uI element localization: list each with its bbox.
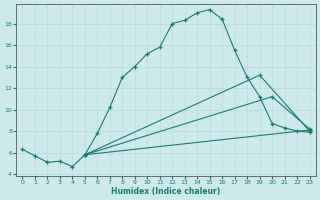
- X-axis label: Humidex (Indice chaleur): Humidex (Indice chaleur): [111, 187, 221, 196]
